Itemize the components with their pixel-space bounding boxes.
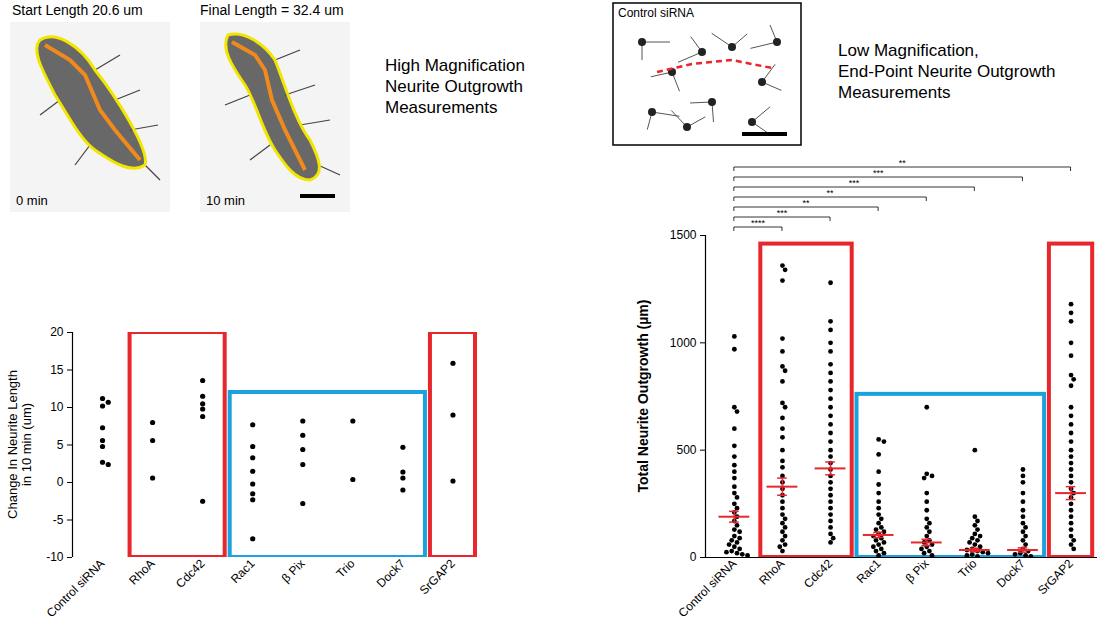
svg-text:Rac1: Rac1 bbox=[228, 556, 258, 586]
svg-text:0 min: 0 min bbox=[16, 193, 48, 208]
svg-text:**: ** bbox=[802, 198, 810, 208]
svg-text:***: *** bbox=[849, 178, 860, 188]
svg-text:1000: 1000 bbox=[670, 336, 697, 350]
svg-text:***: *** bbox=[873, 168, 884, 178]
svg-text:1500: 1500 bbox=[670, 228, 697, 242]
svg-text:0: 0 bbox=[57, 475, 64, 489]
svg-text:Rac1: Rac1 bbox=[854, 556, 884, 586]
svg-text:Trio: Trio bbox=[333, 556, 357, 580]
svg-text:Cdc42: Cdc42 bbox=[801, 556, 836, 591]
html-text:Low Magnification, End-Point N: Low Magnification, End-Point Neurite Out… bbox=[838, 41, 1056, 102]
svg-text:Dock7: Dock7 bbox=[994, 556, 1028, 590]
svg-text:SrGAP2: SrGAP2 bbox=[1035, 556, 1076, 597]
svg-text:Dock7: Dock7 bbox=[374, 556, 408, 590]
svg-text:RhoA: RhoA bbox=[126, 556, 157, 587]
svg-text:Total Neurite Outgrowth (µm): Total Neurite Outgrowth (µm) bbox=[635, 300, 651, 493]
svg-text:SrGAP2: SrGAP2 bbox=[417, 556, 458, 597]
svg-text:**: ** bbox=[899, 158, 907, 168]
svg-text:500: 500 bbox=[676, 443, 696, 457]
svg-text:Control siRNA: Control siRNA bbox=[676, 556, 740, 620]
svg-text:***: *** bbox=[777, 208, 788, 218]
svg-text:-5: -5 bbox=[53, 513, 64, 527]
svg-text:15: 15 bbox=[50, 363, 64, 377]
svg-text:β Pix: β Pix bbox=[279, 556, 308, 585]
svg-text:20: 20 bbox=[50, 325, 64, 339]
svg-text:β Pix: β Pix bbox=[903, 556, 932, 585]
html-text:High Magnification Neurite Out: High Magnification Neurite Outgrowth Mea… bbox=[385, 56, 525, 117]
svg-text:Final Length = 32.4 um: Final Length = 32.4 um bbox=[200, 2, 344, 18]
svg-text:Control siRNA: Control siRNA bbox=[618, 6, 694, 20]
svg-text:Trio: Trio bbox=[955, 556, 979, 580]
svg-text:Change In Neurite Lengthin 10: Change In Neurite Lengthin 10 min (um) bbox=[5, 370, 35, 519]
svg-text:0: 0 bbox=[690, 550, 697, 564]
svg-text:****: **** bbox=[751, 218, 766, 228]
svg-text:5: 5 bbox=[57, 438, 64, 452]
svg-text:**: ** bbox=[827, 188, 835, 198]
svg-text:Start Length 20.6 um: Start Length 20.6 um bbox=[12, 2, 143, 18]
svg-text:10: 10 bbox=[50, 400, 64, 414]
svg-text:10 min: 10 min bbox=[206, 193, 245, 208]
svg-text:-10: -10 bbox=[46, 550, 64, 564]
svg-text:RhoA: RhoA bbox=[756, 556, 787, 587]
svg-text:Control siRNA: Control siRNA bbox=[44, 556, 108, 620]
svg-text:Cdc42: Cdc42 bbox=[173, 556, 208, 591]
